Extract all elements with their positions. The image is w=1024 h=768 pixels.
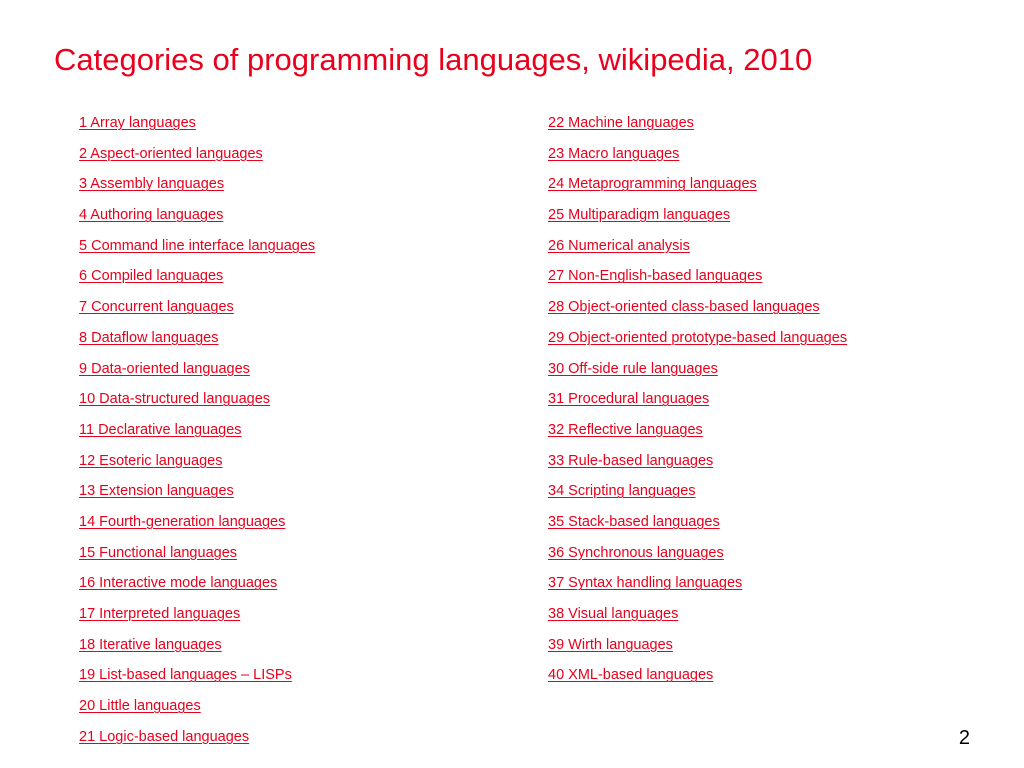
list-item: 40 XML-based languages — [548, 664, 847, 695]
list-item: 13 Extension languages — [79, 480, 315, 511]
list-item: 38 Visual languages — [548, 603, 847, 634]
category-link[interactable]: 31 Procedural languages — [548, 391, 710, 408]
list-item: 8 Dataflow languages — [79, 327, 315, 358]
list-item: 24 Metaprogramming languages — [548, 173, 847, 204]
category-link[interactable]: 23 Macro languages — [548, 145, 680, 162]
list-item: 37 Syntax handling languages — [548, 572, 847, 603]
category-link[interactable]: 3 Assembly languages — [79, 176, 225, 193]
list-item: 31 Procedural languages — [548, 388, 847, 419]
list-item: 26 Numerical analysis — [548, 235, 847, 266]
category-link[interactable]: 24 Metaprogramming languages — [548, 176, 757, 193]
slide-title: Categories of programming languages, wik… — [54, 42, 813, 77]
category-link[interactable]: 37 Syntax handling languages — [548, 575, 743, 592]
list-item: 36 Synchronous languages — [548, 542, 847, 573]
list-item: 5 Command line interface languages — [79, 235, 315, 266]
category-link[interactable]: 5 Command line interface languages — [79, 237, 316, 254]
list-item: 22 Machine languages — [548, 112, 847, 143]
category-link[interactable]: 16 Interactive mode languages — [79, 575, 278, 592]
category-link[interactable]: 33 Rule-based languages — [548, 452, 714, 469]
category-link[interactable]: 11 Declarative languages — [79, 421, 242, 438]
category-link[interactable]: 8 Dataflow languages — [79, 329, 219, 346]
list-item: 15 Functional languages — [79, 542, 315, 573]
category-link[interactable]: 15 Functional languages — [79, 544, 238, 561]
list-item: 10 Data-structured languages — [79, 388, 315, 419]
category-link[interactable]: 2 Aspect-oriented languages — [79, 145, 263, 162]
category-link[interactable]: 36 Synchronous languages — [548, 544, 724, 561]
list-item: 14 Fourth-generation languages — [79, 511, 315, 542]
category-link[interactable]: 22 Machine languages — [548, 115, 694, 131]
list-item: 23 Macro languages — [548, 143, 847, 174]
list-item: 30 Off-side rule languages — [548, 358, 847, 389]
list-item: 34 Scripting languages — [548, 480, 847, 511]
list-item: 11 Declarative languages — [79, 419, 315, 450]
category-link[interactable]: 27 Non-English-based languages — [548, 268, 763, 285]
category-link[interactable]: 21 Logic-based languages — [79, 728, 250, 745]
category-link[interactable]: 38 Visual languages — [548, 606, 679, 622]
list-item: 32 Reflective languages — [548, 419, 847, 450]
list-item: 21 Logic-based languages — [79, 726, 315, 757]
list-item: 35 Stack-based languages — [548, 511, 847, 542]
category-list-left: 1 Array languages 2 Aspect-oriented langu… — [79, 112, 315, 756]
category-link[interactable]: 19 List-based languages – LISPs — [79, 667, 292, 684]
category-link[interactable]: 12 Esoteric languages — [79, 452, 223, 469]
category-link[interactable]: 14 Fourth-generation languages — [79, 513, 286, 530]
list-item: 17 Interpreted languages — [79, 603, 315, 634]
category-link[interactable]: 34 Scripting languages — [548, 483, 696, 500]
list-item: 39 Wirth languages — [548, 634, 847, 665]
category-link[interactable]: 39 Wirth languages — [548, 636, 673, 653]
category-link[interactable]: 10 Data-structured languages — [79, 391, 271, 408]
list-item: 1 Array languages — [79, 112, 315, 143]
category-list-right: 22 Machine languages 23 Macro languages 24… — [548, 112, 847, 695]
list-item: 27 Non-English-based languages — [548, 265, 847, 296]
list-item: 29 Object-oriented prototype-based langu… — [548, 327, 847, 358]
category-link[interactable]: 9 Data-oriented languages — [79, 360, 250, 377]
category-link[interactable]: 4 Authoring languages — [79, 207, 224, 224]
list-item: 3 Assembly languages — [79, 173, 315, 204]
category-link[interactable]: 26 Numerical analysis — [548, 237, 690, 254]
category-link[interactable]: 6 Compiled languages — [79, 268, 224, 285]
list-item: 4 Authoring languages — [79, 204, 315, 235]
list-item: 20 Little languages — [79, 695, 315, 726]
list-item: 28 Object-oriented class-based languages — [548, 296, 847, 327]
category-link[interactable]: 25 Multiparadigm languages — [548, 207, 731, 224]
category-link[interactable]: 7 Concurrent languages — [79, 299, 234, 316]
category-link[interactable]: 30 Off-side rule languages — [548, 360, 718, 377]
list-item: 12 Esoteric languages — [79, 450, 315, 481]
list-item: 16 Interactive mode languages — [79, 572, 315, 603]
list-item: 6 Compiled languages — [79, 265, 315, 296]
category-link[interactable]: 18 Iterative languages — [79, 636, 222, 653]
list-item: 25 Multiparadigm languages — [548, 204, 847, 235]
list-item: 18 Iterative languages — [79, 634, 315, 665]
list-item: 7 Concurrent languages — [79, 296, 315, 327]
category-link[interactable]: 13 Extension languages — [79, 483, 234, 500]
category-link[interactable]: 29 Object-oriented prototype-based langu… — [548, 329, 848, 346]
category-link[interactable]: 20 Little languages — [79, 698, 201, 715]
category-link[interactable]: 32 Reflective languages — [548, 421, 703, 438]
page-number: 2 — [958, 727, 970, 749]
category-link[interactable]: 35 Stack-based languages — [548, 513, 720, 530]
category-link[interactable]: 40 XML-based languages — [548, 667, 714, 684]
list-item: 33 Rule-based languages — [548, 450, 847, 481]
category-link[interactable]: 1 Array languages — [79, 115, 196, 131]
list-item: 19 List-based languages – LISPs — [79, 664, 315, 695]
category-link[interactable]: 28 Object-oriented class-based languages — [548, 299, 820, 316]
category-link[interactable]: 17 Interpreted languages — [79, 606, 241, 622]
list-item: 9 Data-oriented languages — [79, 358, 315, 389]
list-item: 2 Aspect-oriented languages — [79, 143, 315, 174]
